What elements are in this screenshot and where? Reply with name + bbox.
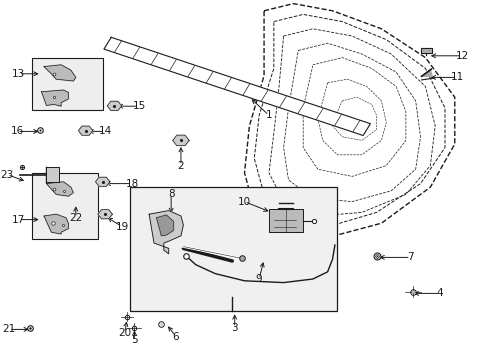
Polygon shape bbox=[41, 90, 68, 106]
Text: 19: 19 bbox=[115, 222, 129, 232]
Text: 13: 13 bbox=[12, 69, 25, 79]
Text: 23: 23 bbox=[0, 170, 14, 180]
Text: 4: 4 bbox=[436, 288, 443, 298]
Polygon shape bbox=[104, 37, 369, 135]
Text: 14: 14 bbox=[98, 126, 112, 136]
Text: 20: 20 bbox=[118, 328, 131, 338]
Bar bbox=[268, 209, 303, 232]
Polygon shape bbox=[422, 70, 431, 76]
Text: 5: 5 bbox=[131, 335, 138, 345]
Text: 8: 8 bbox=[167, 189, 174, 199]
Text: 11: 11 bbox=[449, 72, 463, 82]
Text: 12: 12 bbox=[454, 51, 468, 61]
Bar bbox=[129, 187, 337, 311]
Polygon shape bbox=[420, 48, 431, 53]
Text: 7: 7 bbox=[407, 252, 413, 262]
Polygon shape bbox=[46, 182, 73, 196]
Polygon shape bbox=[107, 101, 122, 111]
Polygon shape bbox=[172, 135, 189, 146]
Polygon shape bbox=[149, 211, 183, 254]
Text: 9: 9 bbox=[255, 274, 262, 284]
Text: 2: 2 bbox=[177, 161, 184, 171]
Text: 6: 6 bbox=[172, 332, 179, 342]
Polygon shape bbox=[98, 210, 112, 219]
Text: 18: 18 bbox=[125, 179, 139, 189]
Bar bbox=[46, 167, 59, 182]
Text: 3: 3 bbox=[231, 323, 238, 333]
Polygon shape bbox=[156, 215, 173, 236]
Text: 10: 10 bbox=[238, 197, 250, 207]
Text: 15: 15 bbox=[132, 101, 146, 111]
Text: 1: 1 bbox=[265, 110, 272, 120]
Polygon shape bbox=[78, 126, 93, 135]
Bar bbox=[32, 58, 102, 110]
Text: 22: 22 bbox=[69, 213, 82, 223]
Text: 21: 21 bbox=[2, 324, 16, 334]
Polygon shape bbox=[44, 65, 76, 81]
Bar bbox=[32, 173, 98, 239]
Text: 16: 16 bbox=[10, 126, 24, 136]
Polygon shape bbox=[95, 177, 110, 186]
Polygon shape bbox=[44, 214, 68, 234]
Text: 17: 17 bbox=[12, 215, 25, 225]
